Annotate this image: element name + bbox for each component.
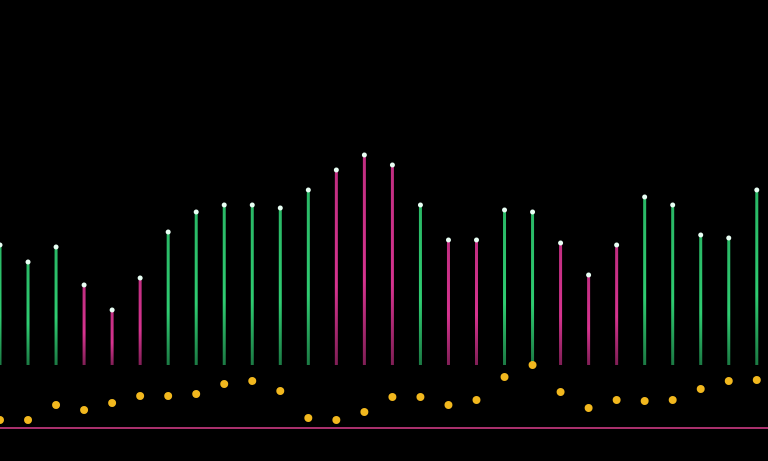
stem-head: [445, 237, 451, 243]
stem: [390, 165, 394, 365]
stem: [362, 155, 366, 365]
dot: [248, 377, 257, 385]
stem: [699, 235, 703, 365]
stem: [671, 205, 675, 365]
dot: [360, 408, 369, 416]
stem-head: [193, 209, 199, 215]
stem: [503, 210, 507, 365]
stem-head: [670, 202, 676, 208]
stem: [222, 205, 226, 365]
stem-head: [221, 202, 227, 208]
stem-head: [0, 242, 3, 248]
dot: [472, 396, 481, 404]
stem-head: [614, 242, 620, 248]
dot: [52, 401, 61, 409]
stem-head: [389, 162, 395, 168]
dot: [332, 416, 341, 424]
dot: [696, 385, 705, 393]
dot: [136, 392, 145, 400]
dot: [388, 393, 397, 401]
stem-head: [25, 259, 31, 265]
stem-head: [305, 187, 311, 193]
stem: [615, 245, 619, 365]
stem-head: [277, 205, 283, 211]
dot: [668, 396, 677, 404]
dot: [584, 404, 593, 412]
stem: [278, 208, 282, 365]
stem: [54, 247, 58, 365]
stem: [306, 190, 310, 365]
dot: [640, 397, 649, 405]
stem-head: [698, 232, 704, 238]
stem-head: [165, 229, 171, 235]
stem-head: [558, 240, 564, 246]
dot: [500, 373, 509, 381]
dot: [304, 414, 313, 422]
stem: [194, 212, 198, 365]
stem-head: [473, 237, 479, 243]
dot: [444, 401, 453, 409]
stem: [727, 238, 731, 365]
stem-head: [417, 202, 423, 208]
stem: [166, 232, 170, 365]
dot: [528, 361, 537, 369]
dot: [416, 393, 425, 401]
dot: [80, 406, 89, 414]
stem-head: [53, 244, 59, 250]
stem: [110, 310, 114, 365]
stem-head: [333, 167, 339, 173]
dot: [752, 376, 761, 384]
stem: [755, 190, 759, 365]
stem: [587, 275, 591, 365]
stem-head: [109, 307, 115, 313]
stem-head: [361, 152, 367, 158]
dot: [0, 416, 4, 424]
dot: [24, 416, 33, 424]
stem-head: [726, 235, 732, 241]
stem-head: [586, 272, 592, 278]
dot: [612, 396, 621, 404]
stem-head: [81, 282, 87, 288]
stem: [531, 212, 535, 365]
dot: [276, 387, 285, 395]
dot: [556, 388, 565, 396]
stem: [138, 278, 142, 365]
stem: [643, 197, 647, 365]
dot: [220, 380, 229, 388]
stem-head: [249, 202, 255, 208]
stem: [26, 262, 30, 365]
stem: [82, 285, 86, 365]
stem-head: [502, 207, 508, 213]
stem: [446, 240, 450, 365]
stem-head: [642, 194, 648, 200]
stem: [0, 245, 2, 365]
dot: [192, 390, 201, 398]
stem-head: [530, 209, 536, 215]
stem-head: [754, 187, 760, 193]
stem-head: [137, 275, 143, 281]
stem: [559, 243, 563, 365]
dot: [108, 399, 117, 407]
dot: [164, 392, 173, 400]
stem: [418, 205, 422, 365]
stem: [474, 240, 478, 365]
dot: [724, 377, 733, 385]
stem: [334, 170, 338, 365]
stem: [250, 205, 254, 365]
